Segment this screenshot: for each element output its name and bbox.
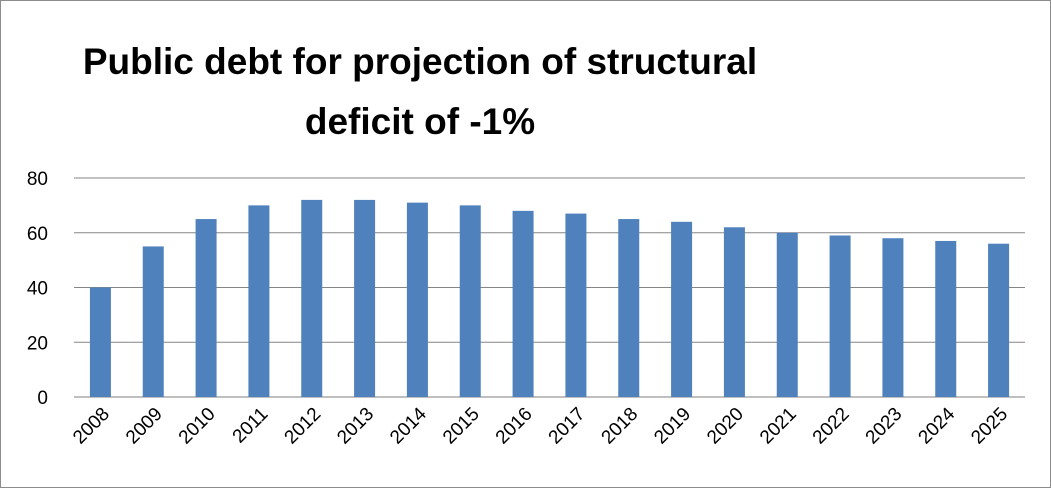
bar-2016 — [512, 210, 534, 397]
bar-2014 — [406, 202, 428, 397]
bar-2022 — [829, 235, 851, 397]
y-axis-tick-labels: 0 20 40 60 80 — [27, 169, 48, 409]
x-tick-label: 2018 — [598, 404, 643, 449]
x-tick-label: 2020 — [703, 404, 748, 449]
x-tick-label: 2015 — [439, 404, 484, 449]
bar-2017 — [565, 213, 587, 397]
x-tick-label: 2009 — [122, 404, 167, 449]
y-tick-label: 60 — [27, 224, 48, 245]
bars — [89, 199, 1010, 397]
x-tick-label: 2014 — [386, 403, 431, 448]
y-tick-label: 40 — [27, 279, 48, 300]
x-tick-label: 2008 — [69, 404, 114, 449]
chart-title-line-1: Public debt for projection of structural — [82, 41, 758, 82]
y-tick-label: 80 — [27, 169, 48, 190]
x-tick-label: 2017 — [545, 404, 590, 449]
x-tick-label: 2022 — [809, 404, 854, 449]
chart-title-line-2: deficit of -1% — [304, 101, 536, 142]
x-tick-label: 2016 — [492, 404, 537, 449]
y-tick-label: 20 — [27, 333, 48, 354]
x-tick-label: 2013 — [333, 404, 378, 449]
bar-2011 — [248, 205, 270, 397]
bar-2019 — [671, 221, 693, 397]
chart-title: Public debt for projection of structural… — [40, 32, 800, 152]
x-tick-label: 2025 — [967, 404, 1012, 449]
x-tick-label: 2021 — [756, 404, 801, 449]
bar-2023 — [882, 238, 904, 397]
bar-2010 — [195, 219, 217, 397]
bar-2015 — [459, 205, 481, 397]
bar-2024 — [935, 240, 957, 397]
x-tick-label: 2019 — [650, 404, 695, 449]
y-tick-label: 0 — [37, 388, 48, 409]
x-tick-label: 2011 — [229, 404, 273, 448]
bar-2021 — [776, 232, 798, 397]
x-tick-label: 2012 — [281, 404, 326, 449]
x-axis-tick-labels: 2008 2009 2010 2011 2012 2013 2014 2015 2016 2017… — [69, 403, 1012, 448]
bar-2025 — [988, 243, 1010, 397]
bar-2009 — [142, 246, 164, 397]
x-tick-label: 2024 — [915, 403, 960, 448]
bar-2020 — [723, 227, 745, 397]
bar-2018 — [618, 219, 640, 397]
x-tick-label: 2010 — [175, 404, 220, 449]
x-tick-label: 2023 — [862, 404, 907, 449]
gridlines — [74, 177, 1025, 398]
bar-2008 — [89, 287, 111, 397]
bar-2012 — [301, 199, 323, 397]
bar-2013 — [354, 199, 376, 397]
